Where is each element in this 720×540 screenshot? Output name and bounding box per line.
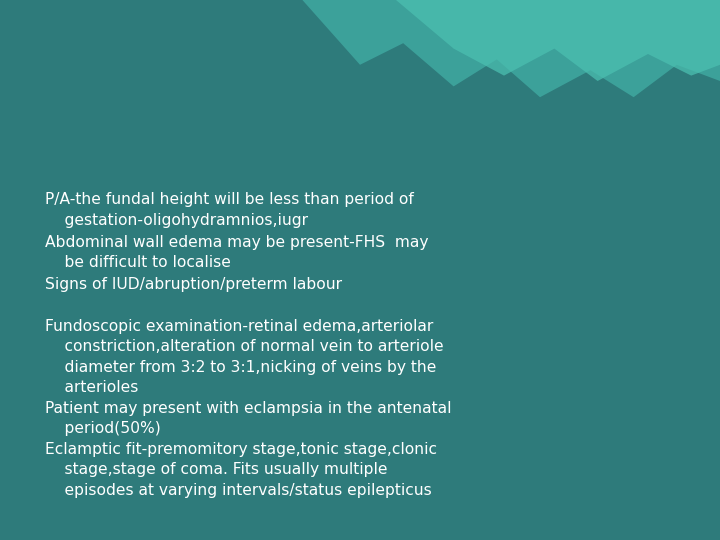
Text: diameter from 3:2 to 3:1,nicking of veins by the: diameter from 3:2 to 3:1,nicking of vein… [45, 360, 436, 375]
Text: Signs of IUD/abruption/preterm labour: Signs of IUD/abruption/preterm labour [45, 277, 341, 292]
Text: P/A-the fundal height will be less than period of: P/A-the fundal height will be less than … [45, 192, 413, 207]
Text: Eclamptic fit-premomitory stage,tonic stage,clonic: Eclamptic fit-premomitory stage,tonic st… [45, 442, 436, 457]
Text: constriction,alteration of normal vein to arteriole: constriction,alteration of normal vein t… [45, 339, 444, 354]
Text: arterioles: arterioles [45, 380, 138, 395]
Text: Fundoscopic examination-retinal edema,arteriolar: Fundoscopic examination-retinal edema,ar… [45, 319, 433, 334]
Text: gestation-oligohydramnios,iugr: gestation-oligohydramnios,iugr [45, 213, 307, 228]
Text: be difficult to localise: be difficult to localise [45, 255, 230, 271]
Polygon shape [396, 0, 720, 81]
Text: Patient may present with eclampsia in the antenatal: Patient may present with eclampsia in th… [45, 401, 451, 416]
Polygon shape [302, 0, 720, 97]
Text: Abdominal wall edema may be present-FHS  may: Abdominal wall edema may be present-FHS … [45, 235, 428, 250]
Text: stage,stage of coma. Fits usually multiple: stage,stage of coma. Fits usually multip… [45, 462, 387, 477]
Text: period(50%): period(50%) [45, 421, 161, 436]
Text: episodes at varying intervals/status epilepticus: episodes at varying intervals/status epi… [45, 483, 431, 498]
